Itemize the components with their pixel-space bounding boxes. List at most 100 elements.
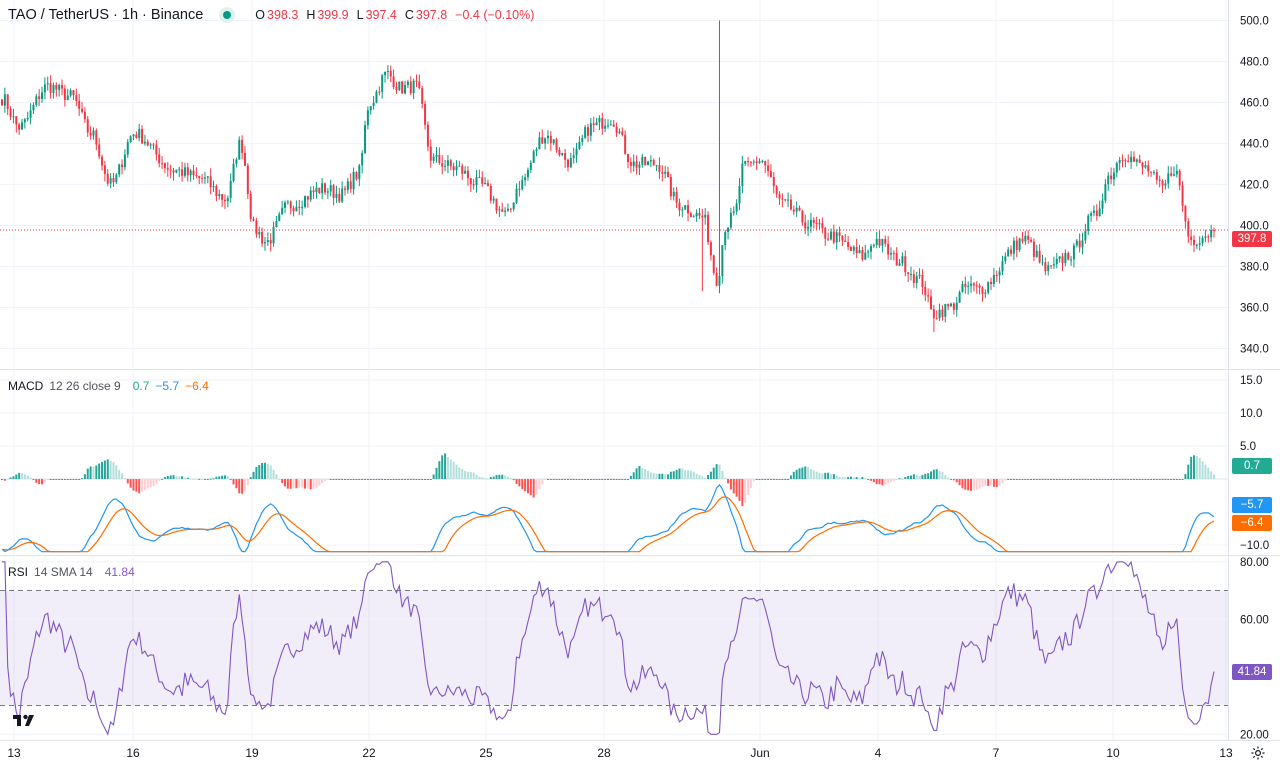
- macd-histogram-bar: [1018, 479, 1021, 481]
- candle: [426, 124, 429, 147]
- macd-histogram-bar: [321, 479, 324, 484]
- price-axis-label: 440.0: [1240, 139, 1269, 151]
- candle: [75, 95, 78, 101]
- macd-histogram-bar: [707, 474, 710, 480]
- macd-histogram-bar: [829, 474, 832, 480]
- candle: [1010, 249, 1013, 254]
- candle: [638, 164, 641, 168]
- candle: [78, 100, 81, 109]
- macd-histogram-bar: [1121, 479, 1124, 481]
- macd-histogram-bar: [221, 475, 224, 480]
- macd-histogram-bar: [101, 461, 104, 480]
- settings-gear-icon[interactable]: [1250, 745, 1266, 761]
- macd-histogram-bar: [644, 469, 647, 480]
- macd-histogram-bar: [972, 479, 975, 491]
- candle: [369, 106, 372, 111]
- x-axis-label: 16: [126, 746, 140, 760]
- candle: [429, 146, 432, 161]
- candle: [881, 239, 884, 246]
- macd-histogram-bar: [146, 479, 149, 489]
- macd-histogram-bar: [641, 468, 644, 480]
- candle: [1035, 250, 1038, 257]
- candle: [375, 91, 378, 103]
- candle: [604, 125, 607, 129]
- candle: [229, 180, 232, 199]
- symbol-title[interactable]: TAO / TetherUS · 1h · Binance: [8, 7, 204, 23]
- macd-histogram-bar: [275, 474, 278, 480]
- macd-histogram-bar: [458, 467, 461, 480]
- macd-histogram-bar: [132, 479, 135, 491]
- candle: [987, 281, 990, 293]
- macd-histogram-bar: [329, 479, 332, 481]
- macd-histogram-bar: [226, 476, 229, 480]
- candle: [1130, 156, 1133, 163]
- macd-histogram-bar: [772, 479, 775, 481]
- candle: [992, 275, 995, 284]
- macd-histogram-bar: [967, 479, 970, 491]
- candle: [755, 161, 758, 163]
- candle: [181, 169, 184, 176]
- macd-histogram-bar: [764, 479, 767, 481]
- candle: [724, 232, 727, 246]
- candle: [421, 88, 424, 104]
- macd-histogram-bar: [635, 468, 638, 480]
- candle: [249, 193, 252, 219]
- macd-histogram-bar: [712, 467, 715, 480]
- candle: [829, 231, 832, 240]
- candle: [898, 263, 901, 266]
- candle: [118, 164, 121, 175]
- macd-histogram-bar: [109, 460, 112, 480]
- candle: [149, 144, 152, 146]
- macd-histogram-bar: [1172, 479, 1175, 481]
- macd-histogram-bar: [1038, 479, 1041, 481]
- macd-histogram-bar: [1012, 479, 1015, 481]
- macd-histogram-bar: [521, 479, 524, 490]
- price-tag: 397.8: [1232, 231, 1272, 247]
- candle: [904, 256, 907, 273]
- macd-histogram-bar: [98, 463, 101, 480]
- candle: [1164, 183, 1167, 186]
- candle: [644, 156, 647, 166]
- macd-histogram-bar: [995, 479, 998, 487]
- candle: [335, 193, 338, 198]
- candle: [498, 209, 501, 211]
- macd-histogram-bar: [281, 479, 284, 483]
- macd-header[interactable]: MACD 12 26 close 9 0.7 −5.7 −6.4: [8, 379, 209, 393]
- macd-histogram-bar: [601, 479, 604, 481]
- candle: [538, 137, 541, 150]
- macd-histogram-bar: [809, 468, 812, 480]
- macd-histogram-bar: [61, 479, 64, 481]
- macd-histogram-bar: [381, 479, 384, 481]
- macd-histogram-bar: [718, 464, 721, 480]
- macd-histogram-bar: [309, 479, 312, 490]
- candle: [198, 175, 201, 179]
- candle: [61, 84, 64, 89]
- macd-histogram-bar: [1135, 479, 1138, 481]
- macd-histogram-bar: [935, 469, 938, 480]
- rsi-header[interactable]: RSI 14 SMA 14 41.84: [8, 565, 135, 579]
- macd-histogram-bar: [889, 479, 892, 483]
- candle: [738, 185, 741, 204]
- macd-histogram-bar: [932, 469, 935, 480]
- candle: [795, 207, 798, 212]
- candle: [398, 81, 401, 91]
- candle: [1087, 215, 1090, 232]
- macd-histogram-bar: [126, 479, 129, 484]
- candle: [183, 167, 186, 176]
- candle: [146, 141, 149, 146]
- macd-histogram-bar: [952, 479, 955, 481]
- candle: [46, 83, 49, 85]
- x-axis-label: 7: [993, 746, 1000, 760]
- candle: [818, 223, 821, 225]
- candle: [301, 206, 304, 208]
- candle: [821, 223, 824, 229]
- candle: [392, 76, 395, 88]
- macd-params: 12 26 close 9: [49, 379, 121, 393]
- candle: [43, 84, 46, 93]
- macd-histogram-bar: [1004, 479, 1007, 481]
- tradingview-logo-icon[interactable]: [10, 710, 40, 730]
- candle: [1075, 240, 1078, 246]
- macd-histogram-bar: [186, 477, 189, 480]
- macd-histogram-bar: [238, 479, 241, 494]
